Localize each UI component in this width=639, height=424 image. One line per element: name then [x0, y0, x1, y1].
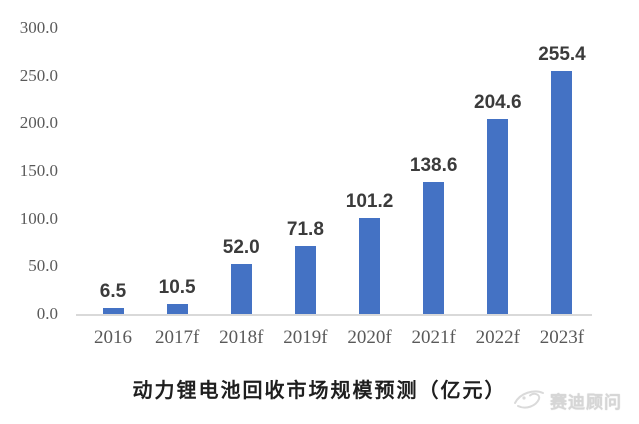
ccid-swoosh-logo-icon	[512, 384, 546, 417]
y-tick-label-50.0: 50.0	[28, 256, 58, 276]
x-tick-label-2021f: 2021f	[411, 327, 456, 348]
y-tick-label-150.0: 150.0	[19, 161, 58, 180]
bar-2018f	[230, 264, 252, 314]
bar-2019f	[294, 245, 316, 314]
x-tick-label-2019f: 2019f	[283, 327, 328, 348]
x-axis-line	[76, 314, 592, 316]
x-tick-label-2018f: 2018f	[219, 327, 264, 348]
bar-2023f	[551, 70, 573, 314]
value-label-2016: 6.5	[99, 280, 127, 302]
x-tick-label-2022f: 2022f	[475, 327, 520, 348]
bar-2022f	[487, 118, 509, 314]
chart-title: 动力锂电池回收市场规模预测（亿元）	[132, 380, 507, 402]
bar-2020f	[359, 217, 381, 314]
x-tick-label-2017f: 2017f	[154, 327, 200, 348]
value-label-2022f: 204.6	[474, 91, 522, 113]
x-tick-label-2016: 2016	[94, 327, 132, 348]
x-tick-label-2020f: 2020f	[347, 327, 392, 348]
bar-2021f	[423, 181, 445, 314]
y-tick-label-250.0: 250.0	[19, 65, 58, 85]
bar-2017f	[166, 303, 188, 314]
value-label-2017f: 10.5	[158, 276, 196, 298]
bar-2016	[102, 307, 124, 314]
value-label-2023f: 255.4	[538, 43, 586, 65]
value-label-2019f: 71.8	[286, 218, 324, 240]
y-tick-label-100.0: 100.0	[19, 208, 58, 228]
x-tick-label-2023f: 2023f	[539, 327, 585, 348]
y-tick-label-300.0: 300.0	[19, 18, 58, 37]
watermark-text: 赛迪顾问	[550, 392, 622, 412]
value-label-2021f: 138.6	[409, 154, 458, 176]
watermark: 赛迪顾问	[512, 385, 622, 415]
value-label-2020f: 101.2	[345, 190, 394, 212]
y-tick-label-200.0: 200.0	[19, 113, 58, 133]
value-label-2018f: 52.0	[222, 237, 260, 259]
y-tick-label-0.0: 0.0	[36, 304, 58, 323]
